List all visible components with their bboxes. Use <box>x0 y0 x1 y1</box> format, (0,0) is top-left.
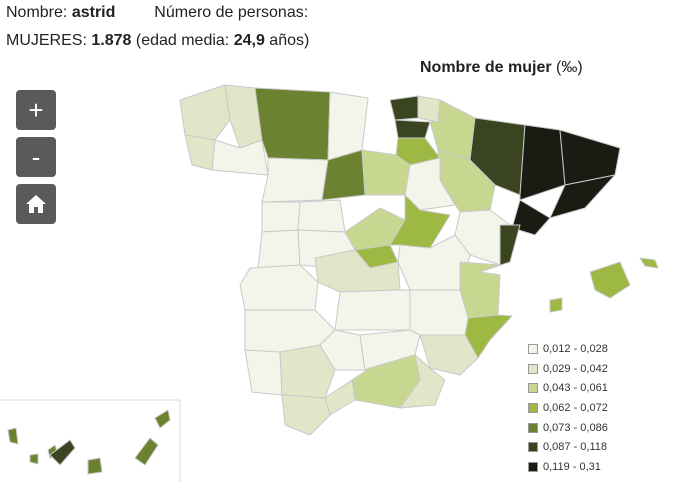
zoom-in-button[interactable]: + <box>16 90 56 130</box>
legend-label: 0,012 - 0,028 <box>543 342 608 355</box>
province-gipuzkoa[interactable] <box>417 95 441 123</box>
province-albacete[interactable] <box>409 289 469 336</box>
province-ourense[interactable] <box>211 139 269 176</box>
province-ciudad-real[interactable] <box>334 289 411 331</box>
province-lleida[interactable] <box>519 124 566 201</box>
legend-swatch <box>528 461 538 472</box>
legend-item: 0,062 - 0,072 <box>528 398 608 418</box>
province-valladolid[interactable] <box>297 199 346 233</box>
province-cadiz[interactable] <box>281 394 331 436</box>
province-bizkaia[interactable] <box>389 95 419 121</box>
province-menorca[interactable] <box>639 257 659 269</box>
legend-swatch <box>528 442 538 453</box>
legend-swatch <box>528 422 538 433</box>
age-value: 24,9 <box>233 32 265 49</box>
province-mallorca[interactable] <box>589 261 631 299</box>
name-label: Nombre: <box>6 4 68 21</box>
zoom-out-button[interactable]: - <box>16 137 56 177</box>
legend-label: 0,087 - 0,118 <box>543 441 608 454</box>
women-label: MUJERES: <box>6 32 87 49</box>
province-sevilla[interactable] <box>279 344 336 399</box>
age-suffix: años) <box>269 32 310 49</box>
legend-item: 0,087 - 0,118 <box>528 437 608 457</box>
province-gran-canaria[interactable] <box>87 457 103 475</box>
province-araba[interactable] <box>394 119 431 139</box>
legend-swatch <box>528 363 538 374</box>
map-title-text: Nombre de mujer <box>420 59 552 76</box>
women-line: MUJERES: 1.878 (edad media: 24,9 años) <box>6 32 309 50</box>
province-almeria[interactable] <box>399 354 446 409</box>
persons-label: Número de personas: <box>154 4 309 21</box>
legend-label: 0,073 - 0,086 <box>543 421 608 434</box>
province-huesca[interactable] <box>469 117 526 196</box>
province-el-hierro[interactable] <box>7 427 19 445</box>
map-title: Nombre de mujer (‰) <box>420 59 583 77</box>
province-asturias[interactable] <box>254 87 331 161</box>
legend: 0,012 - 0,028 0,029 - 0,042 0,043 - 0,06… <box>528 339 608 477</box>
women-count: 1.878 <box>91 32 132 49</box>
province-ibiza[interactable] <box>549 297 563 313</box>
legend-swatch <box>528 343 538 354</box>
legend-label: 0,043 - 0,061 <box>543 382 608 395</box>
province-lanzarote[interactable] <box>154 409 171 429</box>
map-title-unit: (‰) <box>556 59 583 76</box>
province-caceres[interactable] <box>239 264 319 311</box>
home-icon <box>26 195 46 213</box>
province-huelva[interactable] <box>244 349 283 396</box>
province-barcelona[interactable] <box>549 174 616 219</box>
legend-item: 0,029 - 0,042 <box>528 359 608 379</box>
province-a-coruna[interactable] <box>179 84 231 141</box>
province-zamora[interactable] <box>261 201 301 233</box>
legend-item: 0,119 - 0,31 <box>528 457 608 477</box>
province-tenerife[interactable] <box>49 439 76 466</box>
legend-item: 0,012 - 0,028 <box>528 339 608 359</box>
province-murcia[interactable] <box>419 334 479 376</box>
legend-label: 0,029 - 0,042 <box>543 362 608 375</box>
province-la-palma[interactable] <box>29 453 39 465</box>
home-button[interactable] <box>16 184 56 224</box>
legend-swatch <box>528 402 538 413</box>
age-prefix: (edad media: <box>135 32 230 49</box>
legend-swatch <box>528 383 538 394</box>
plus-icon: + <box>28 95 44 125</box>
province-salamanca[interactable] <box>257 229 301 269</box>
legend-item: 0,043 - 0,061 <box>528 378 608 398</box>
legend-item: 0,073 - 0,086 <box>528 418 608 438</box>
province-pontevedra[interactable] <box>184 134 216 171</box>
legend-label: 0,119 - 0,31 <box>543 460 601 473</box>
canary-islands-inset-border <box>0 399 181 482</box>
legend-label: 0,062 - 0,072 <box>543 401 608 414</box>
province-fuerteventura[interactable] <box>134 437 159 466</box>
province-toledo[interactable] <box>314 249 401 293</box>
minus-icon: - <box>31 142 41 172</box>
province-tarragona[interactable] <box>511 199 551 236</box>
province-leon[interactable] <box>261 157 329 203</box>
name-value: astrid <box>71 4 116 21</box>
name-line: Nombre: astrid Número de personas: <box>6 4 308 22</box>
